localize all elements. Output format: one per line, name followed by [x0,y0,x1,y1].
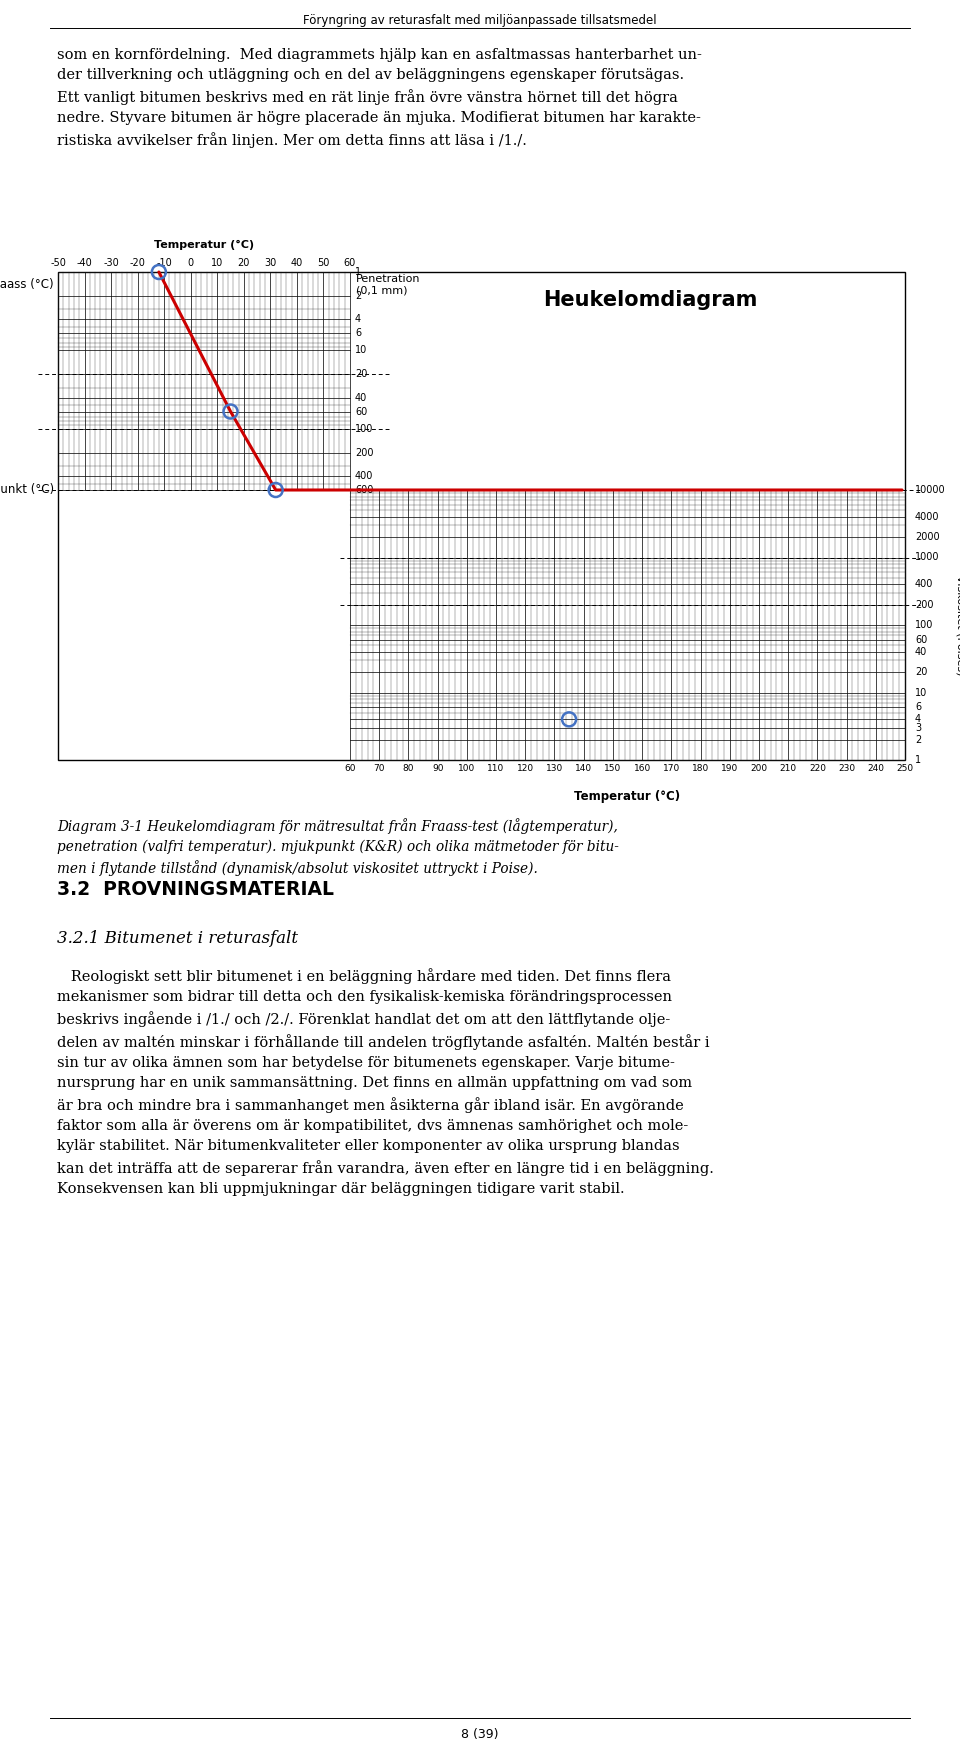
Text: Mjukpunkt (°C): Mjukpunkt (°C) [0,484,54,496]
Text: 400: 400 [355,471,373,482]
Text: Heukelomdiagram: Heukelomdiagram [542,290,757,311]
Text: -50: -50 [50,258,66,267]
Text: Viskositet (Poises): Viskositet (Poises) [955,574,960,676]
Text: 3: 3 [915,723,922,733]
Text: som en kornfördelning.  Med diagrammets hjälp kan en asfaltmassas hanterbarhet u: som en kornfördelning. Med diagrammets h… [57,47,702,148]
Text: -40: -40 [77,258,92,267]
Text: 60: 60 [345,765,356,773]
Text: 200: 200 [355,447,373,457]
Text: 0: 0 [187,258,194,267]
Text: Temperatur (°C): Temperatur (°C) [574,789,681,803]
Text: 110: 110 [488,765,505,773]
Text: 240: 240 [867,765,884,773]
Text: 3.2.1 Bitumenet i returasfalt: 3.2.1 Bitumenet i returasfalt [57,931,298,946]
Text: 200: 200 [915,599,933,609]
Text: 2: 2 [355,290,361,300]
Text: Reologiskt sett blir bitumenet i en beläggning hårdare med tiden. Det finns fler: Reologiskt sett blir bitumenet i en belä… [57,967,714,1196]
Text: 10: 10 [915,688,927,697]
Text: 10: 10 [355,346,368,356]
Text: -30: -30 [104,258,119,267]
Text: 250: 250 [897,765,914,773]
Text: 100: 100 [458,765,475,773]
Text: 1: 1 [355,267,361,278]
Text: 180: 180 [692,765,709,773]
Text: 40: 40 [915,646,927,656]
Text: -10: -10 [156,258,172,267]
Text: 4000: 4000 [915,512,940,522]
Text: 160: 160 [634,765,651,773]
Text: 600: 600 [355,485,373,496]
Text: 100: 100 [355,424,373,435]
Text: 90: 90 [432,765,444,773]
Text: 210: 210 [780,765,797,773]
Text: -20: -20 [130,258,146,267]
Text: 2: 2 [915,735,922,746]
Text: 30: 30 [264,258,276,267]
Text: 100: 100 [915,620,933,630]
Text: 200: 200 [751,765,767,773]
Text: 20: 20 [238,258,250,267]
Text: 10000: 10000 [915,485,946,496]
Text: 150: 150 [604,765,621,773]
Text: 70: 70 [373,765,385,773]
Text: 20: 20 [355,368,368,379]
Text: Diagram 3-1 Heukelomdiagram för mätresultat från Fraass-test (lågtemperatur),
pe: Diagram 3-1 Heukelomdiagram för mätresul… [57,817,619,876]
Text: 10: 10 [211,258,224,267]
Text: 4: 4 [355,314,361,325]
Text: 1000: 1000 [915,552,940,562]
Text: 8 (39): 8 (39) [461,1729,499,1741]
Text: 60: 60 [344,258,356,267]
Text: 230: 230 [838,765,855,773]
Text: 140: 140 [575,765,592,773]
Text: 80: 80 [402,765,414,773]
Text: 190: 190 [721,765,738,773]
Text: 40: 40 [291,258,303,267]
Text: Penetration
(0,1 mm): Penetration (0,1 mm) [356,274,420,295]
Text: 60: 60 [915,636,927,644]
Text: 3.2  PROVNINGSMATERIAL: 3.2 PROVNINGSMATERIAL [57,880,334,899]
Text: 6: 6 [915,702,922,712]
Text: 2000: 2000 [915,533,940,543]
Text: Fraass (°C): Fraass (°C) [0,278,54,292]
Text: 400: 400 [915,580,933,590]
Text: 170: 170 [662,765,680,773]
Text: 6: 6 [355,328,361,339]
Text: 40: 40 [355,393,368,403]
Text: 220: 220 [809,765,826,773]
Text: 20: 20 [915,667,927,677]
Text: 1: 1 [915,754,922,765]
Text: 130: 130 [546,765,564,773]
Text: Föryngring av returasfalt med miljöanpassade tillsatsmedel: Föryngring av returasfalt med miljöanpas… [303,14,657,26]
Text: 4: 4 [915,714,922,725]
Bar [58,272,905,760]
Text: 50: 50 [317,258,329,267]
Text: 120: 120 [516,765,534,773]
Text: Temperatur (°C): Temperatur (°C) [154,239,254,250]
Text: 60: 60 [355,407,368,417]
